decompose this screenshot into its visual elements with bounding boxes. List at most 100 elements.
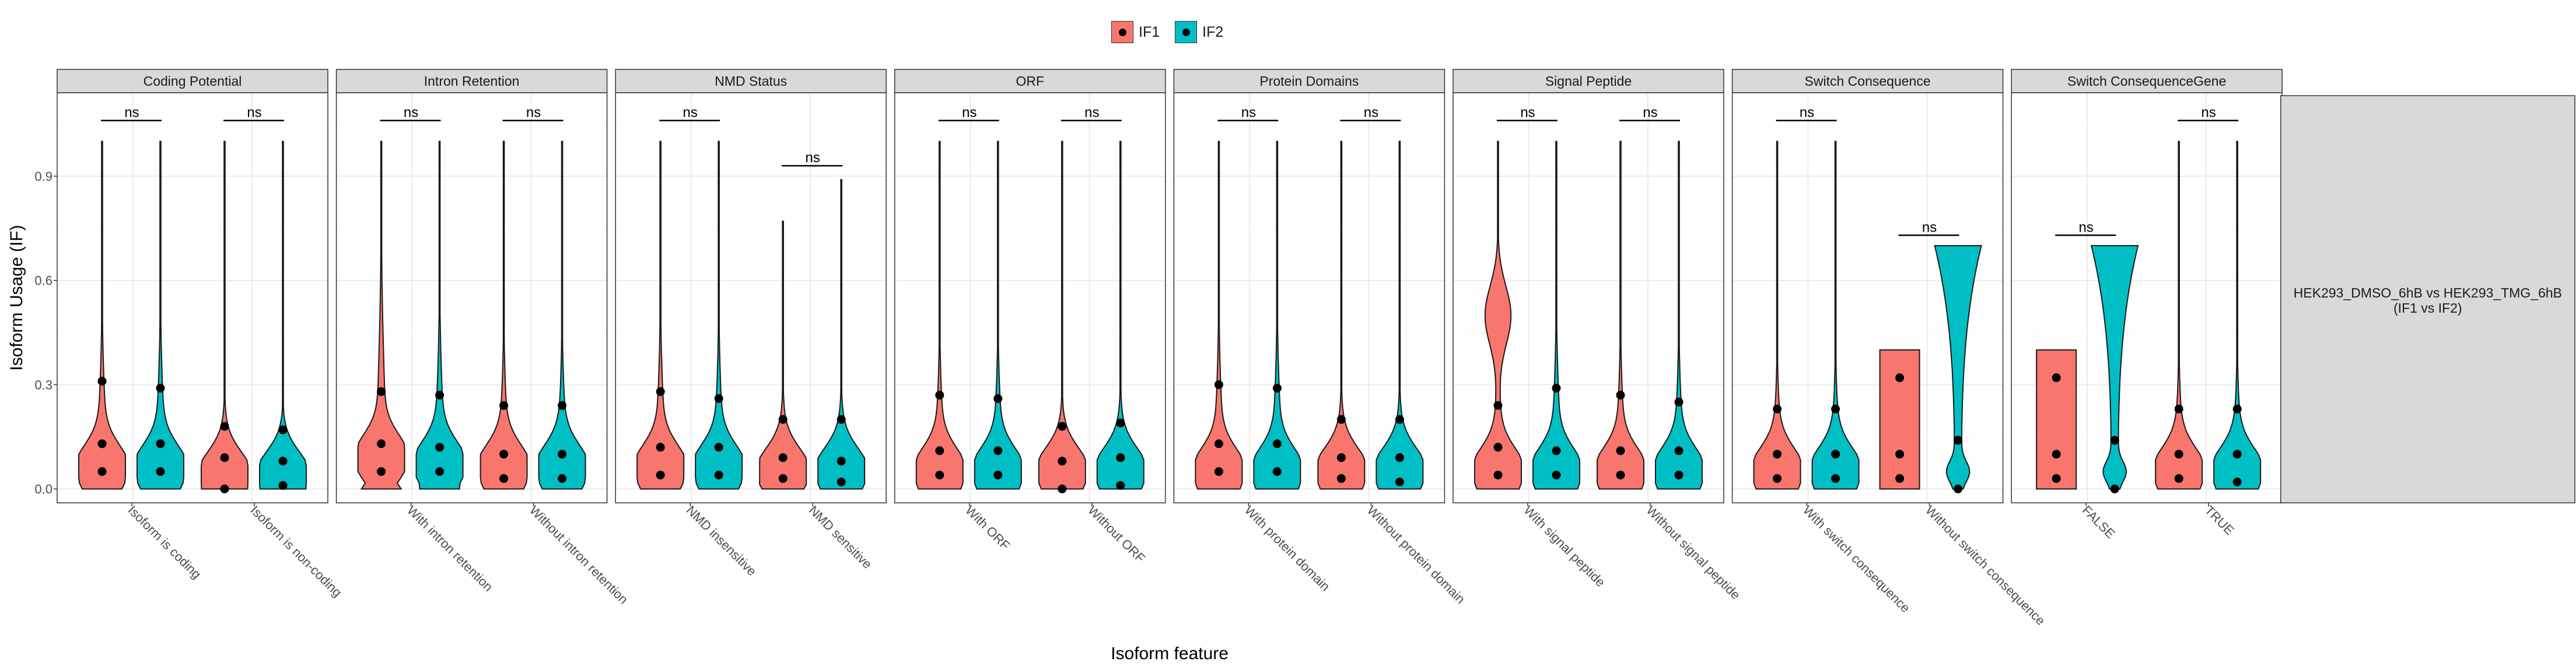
- quantile-point: [1336, 474, 1346, 483]
- legend-item-if1: IF1: [1111, 21, 1160, 43]
- quantile-point: [1493, 401, 1503, 410]
- quantile-point: [1116, 418, 1125, 428]
- quantile-point: [1214, 439, 1223, 449]
- x-tick-label: Isoform is non-coding: [247, 503, 344, 600]
- quantile-point: [1616, 470, 1625, 480]
- significance-label: ns: [962, 105, 977, 121]
- panel-strip: [335, 69, 608, 93]
- quantile-point: [1552, 383, 1561, 393]
- quantile-point: [1831, 404, 1840, 414]
- violin-if1: [1317, 141, 1366, 490]
- quantile-point: [435, 443, 444, 452]
- quantile-point: [2052, 450, 2061, 459]
- quantile-point: [2174, 404, 2183, 414]
- violin-if2: [1655, 141, 1703, 490]
- panel-strip: [1452, 69, 1724, 93]
- quantile-point: [220, 453, 229, 463]
- quantile-point: [97, 467, 107, 476]
- quantile-point: [1954, 484, 1963, 494]
- x-tick-label: Without switch consequence: [1923, 503, 2048, 628]
- violin-if2: [974, 141, 1022, 490]
- violin-if1: [1195, 141, 1243, 490]
- significance-label: ns: [247, 105, 261, 121]
- significance-label: ns: [1643, 105, 1657, 121]
- significance-label: ns: [404, 105, 418, 121]
- legend-label-if2: IF2: [1202, 23, 1224, 40]
- quantile-point: [156, 467, 165, 476]
- quantile-point: [1214, 467, 1223, 476]
- panel-strip: [894, 69, 1166, 93]
- quantile-point: [2232, 477, 2242, 487]
- quantile-point: [220, 484, 229, 494]
- quantile-point: [558, 450, 567, 459]
- violin-if1: [480, 141, 528, 490]
- quantile-point: [2232, 404, 2242, 414]
- panel-title: NMD Status: [715, 74, 787, 89]
- quantile-point: [714, 394, 723, 403]
- legend-key-if2: [1175, 21, 1198, 43]
- panel-title: Signal Peptide: [1545, 74, 1632, 89]
- quantile-point: [156, 439, 165, 449]
- quantile-point: [278, 481, 288, 490]
- quantile-point: [993, 470, 1003, 480]
- right-strip: [2280, 95, 2575, 503]
- quantile-point: [435, 390, 444, 400]
- violin-if1: [78, 141, 126, 490]
- quantile-point: [935, 446, 944, 456]
- panel-title: Protein Domains: [1259, 74, 1359, 89]
- quantile-point: [377, 467, 386, 476]
- violin-if1: [1474, 141, 1522, 490]
- violin-if1: [915, 141, 964, 490]
- quantile-point: [558, 401, 567, 410]
- x-tick-label: With protein domain: [1242, 503, 1333, 594]
- quantile-point: [714, 443, 723, 452]
- quantile-point: [2110, 484, 2119, 494]
- x-tick-label: Isoform is coding: [125, 503, 204, 582]
- quantile-point: [1058, 422, 1067, 431]
- panel-title: Switch ConsequenceGene: [2067, 74, 2226, 89]
- quantile-point: [1773, 450, 1782, 459]
- violin-if2: [538, 141, 586, 490]
- legend-dot-icon: [1182, 29, 1191, 36]
- quantile-point: [2174, 474, 2183, 483]
- violin-if1: [1038, 141, 1086, 490]
- x-tick-label: With ORF: [963, 503, 1013, 553]
- quantile-point: [656, 443, 665, 452]
- violin-if2: [2090, 245, 2139, 490]
- panel-border: [1452, 92, 1724, 503]
- violin-if1: [1597, 141, 1644, 490]
- quantile-point: [377, 439, 386, 449]
- x-tick-label: With intron retention: [404, 503, 496, 594]
- quantile-point: [97, 439, 107, 449]
- quantile-point: [1773, 404, 1782, 414]
- quantile-point: [778, 453, 788, 463]
- quantile-point: [1616, 390, 1625, 400]
- quantile-point: [656, 470, 665, 480]
- right-strip-label: (IF1 vs IF2): [2393, 300, 2462, 316]
- x-tick-label: Without signal peptide: [1643, 503, 1743, 603]
- violin-if2: [1532, 141, 1580, 490]
- quantile-point: [499, 401, 509, 410]
- significance-label: ns: [806, 150, 820, 166]
- quantile-point: [1831, 450, 1840, 459]
- legend-dot-icon: [1119, 29, 1126, 36]
- quantile-point: [2110, 436, 2119, 445]
- quantile-point: [2052, 373, 2061, 383]
- violin-if1: [1879, 349, 1920, 490]
- quantile-point: [377, 387, 386, 396]
- panel-strip: [2011, 69, 2283, 93]
- y-tick-label: 0.3: [34, 377, 52, 392]
- x-tick-label: Without intron retention: [527, 503, 631, 607]
- violin-if2: [1253, 141, 1301, 490]
- quantile-point: [1674, 446, 1684, 456]
- quantile-point: [2232, 450, 2242, 459]
- violin-if2: [817, 178, 866, 490]
- violin-if1: [2155, 141, 2203, 490]
- panel-strip: [615, 69, 887, 93]
- quantile-point: [97, 376, 107, 386]
- violin-if2: [1934, 245, 1982, 490]
- significance-label: ns: [526, 105, 541, 121]
- quantile-point: [558, 474, 567, 483]
- violin-if2: [1811, 141, 1860, 490]
- quantile-point: [220, 422, 229, 431]
